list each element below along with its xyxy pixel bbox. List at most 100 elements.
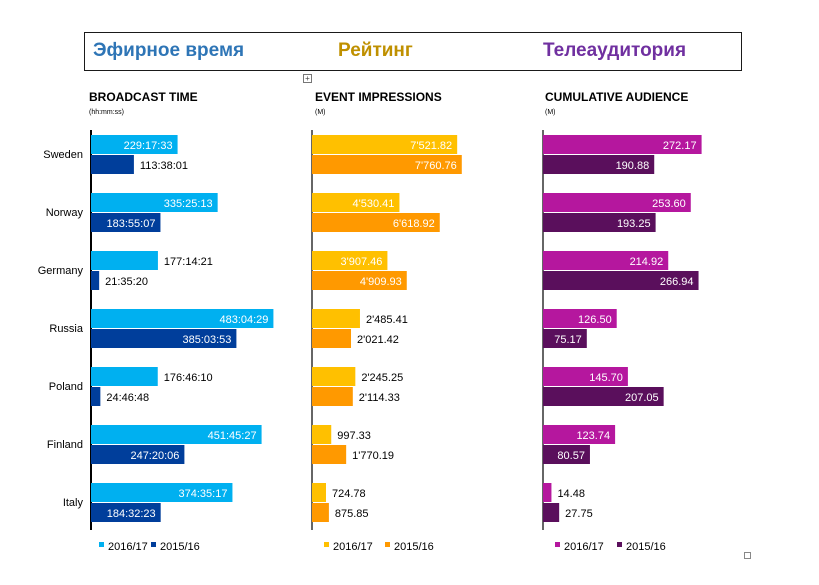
header-box: Эфирное время Рейтинг Телеаудитория bbox=[84, 32, 742, 71]
data-label: 4'909.93 bbox=[360, 276, 402, 288]
data-label: 2'114.33 bbox=[359, 392, 400, 404]
bar bbox=[543, 193, 691, 212]
data-label: 272.17 bbox=[663, 140, 697, 152]
resize-handle-icon[interactable] bbox=[744, 552, 751, 559]
bar bbox=[543, 503, 560, 522]
chart-title: BROADCAST TIME bbox=[89, 90, 198, 104]
data-label: 123.74 bbox=[576, 430, 610, 442]
bar bbox=[312, 155, 462, 174]
bar bbox=[312, 271, 407, 290]
data-label: 374:35:17 bbox=[179, 488, 228, 500]
data-label: 14.48 bbox=[557, 488, 585, 500]
bar bbox=[543, 251, 669, 270]
bar bbox=[543, 387, 664, 406]
bar bbox=[91, 445, 185, 464]
data-label: 80.57 bbox=[557, 450, 585, 462]
category-label: Germany bbox=[38, 265, 84, 277]
legend-swatch bbox=[617, 542, 622, 547]
legend-label: 2016/17 bbox=[108, 541, 148, 553]
bar bbox=[91, 213, 161, 232]
header-broadcast-time: Эфирное время bbox=[93, 40, 245, 61]
chart-subtitle: (M) bbox=[545, 109, 556, 116]
category-label: Russia bbox=[49, 323, 84, 335]
data-label: 176:46:10 bbox=[164, 372, 213, 384]
bar bbox=[91, 251, 158, 270]
bar bbox=[543, 445, 590, 464]
data-label: 7'521.82 bbox=[410, 140, 452, 152]
data-label: 385:03:53 bbox=[182, 334, 231, 346]
data-label: 2'021.42 bbox=[357, 334, 399, 346]
data-label: 214.92 bbox=[630, 256, 664, 268]
category-label: Poland bbox=[49, 381, 83, 393]
bar bbox=[91, 483, 233, 502]
bar bbox=[312, 483, 326, 502]
data-label: 193.25 bbox=[617, 218, 651, 230]
bar bbox=[312, 135, 458, 154]
legend-swatch bbox=[99, 542, 104, 547]
data-label: 24:46:48 bbox=[106, 392, 149, 404]
chart-subtitle: (hh:mm:ss) bbox=[89, 109, 124, 116]
bar bbox=[543, 329, 587, 348]
legend-label: 2016/17 bbox=[564, 541, 604, 553]
bar bbox=[543, 425, 616, 444]
bar bbox=[312, 193, 400, 212]
data-label: 27.75 bbox=[565, 508, 593, 520]
bar bbox=[312, 251, 388, 270]
data-label: 253.60 bbox=[652, 198, 686, 210]
bar bbox=[91, 367, 158, 386]
data-label: 183:55:07 bbox=[107, 218, 156, 230]
data-label: 266.94 bbox=[660, 276, 694, 288]
bar bbox=[312, 367, 356, 386]
data-label: 21:35:20 bbox=[105, 276, 148, 288]
data-label: 4'530.41 bbox=[353, 198, 395, 210]
bar bbox=[543, 367, 628, 386]
header-audience: Телеаудитория bbox=[543, 40, 687, 61]
data-label: 229:17:33 bbox=[124, 140, 173, 152]
bar bbox=[91, 503, 161, 522]
data-label: 184:32:23 bbox=[107, 508, 156, 520]
legend-swatch bbox=[151, 542, 156, 547]
data-label: 2'485.41 bbox=[366, 314, 408, 326]
bar bbox=[543, 309, 617, 328]
data-label: 997.33 bbox=[337, 430, 371, 442]
data-label: 177:14:21 bbox=[164, 256, 213, 268]
data-label: 145.70 bbox=[589, 372, 623, 384]
header-rating: Рейтинг bbox=[338, 40, 413, 61]
bar bbox=[312, 309, 360, 328]
bar bbox=[91, 329, 237, 348]
bar bbox=[543, 271, 699, 290]
bar bbox=[312, 503, 329, 522]
category-label: Sweden bbox=[43, 149, 83, 161]
legend-label: 2015/16 bbox=[394, 541, 434, 553]
move-handle-icon[interactable]: + bbox=[303, 74, 312, 83]
bar bbox=[91, 387, 101, 406]
bar bbox=[543, 155, 655, 174]
bar bbox=[91, 135, 178, 154]
legend-swatch bbox=[385, 542, 390, 547]
data-label: 875.85 bbox=[335, 508, 369, 520]
bar bbox=[91, 271, 100, 290]
data-label: 6'618.92 bbox=[393, 218, 435, 230]
bar bbox=[543, 213, 656, 232]
data-label: 126.50 bbox=[578, 314, 612, 326]
data-label: 3'907.46 bbox=[341, 256, 383, 268]
data-label: 190.88 bbox=[616, 160, 650, 172]
chart-subtitle: (M) bbox=[315, 109, 326, 116]
bar bbox=[543, 135, 702, 154]
bar bbox=[312, 445, 347, 464]
bar bbox=[91, 425, 262, 444]
category-label: Norway bbox=[46, 207, 84, 219]
category-label: Finland bbox=[47, 439, 83, 451]
data-label: 247:20:06 bbox=[130, 450, 179, 462]
bar bbox=[91, 193, 218, 212]
data-label: 7'760.76 bbox=[415, 160, 457, 172]
data-label: 207.05 bbox=[625, 392, 659, 404]
chart-title: CUMULATIVE AUDIENCE bbox=[545, 90, 688, 104]
data-label: 335:25:13 bbox=[164, 198, 213, 210]
bar bbox=[312, 387, 353, 406]
bar bbox=[312, 213, 440, 232]
legend-label: 2015/16 bbox=[160, 541, 200, 553]
bar bbox=[312, 425, 332, 444]
bar bbox=[91, 309, 274, 328]
